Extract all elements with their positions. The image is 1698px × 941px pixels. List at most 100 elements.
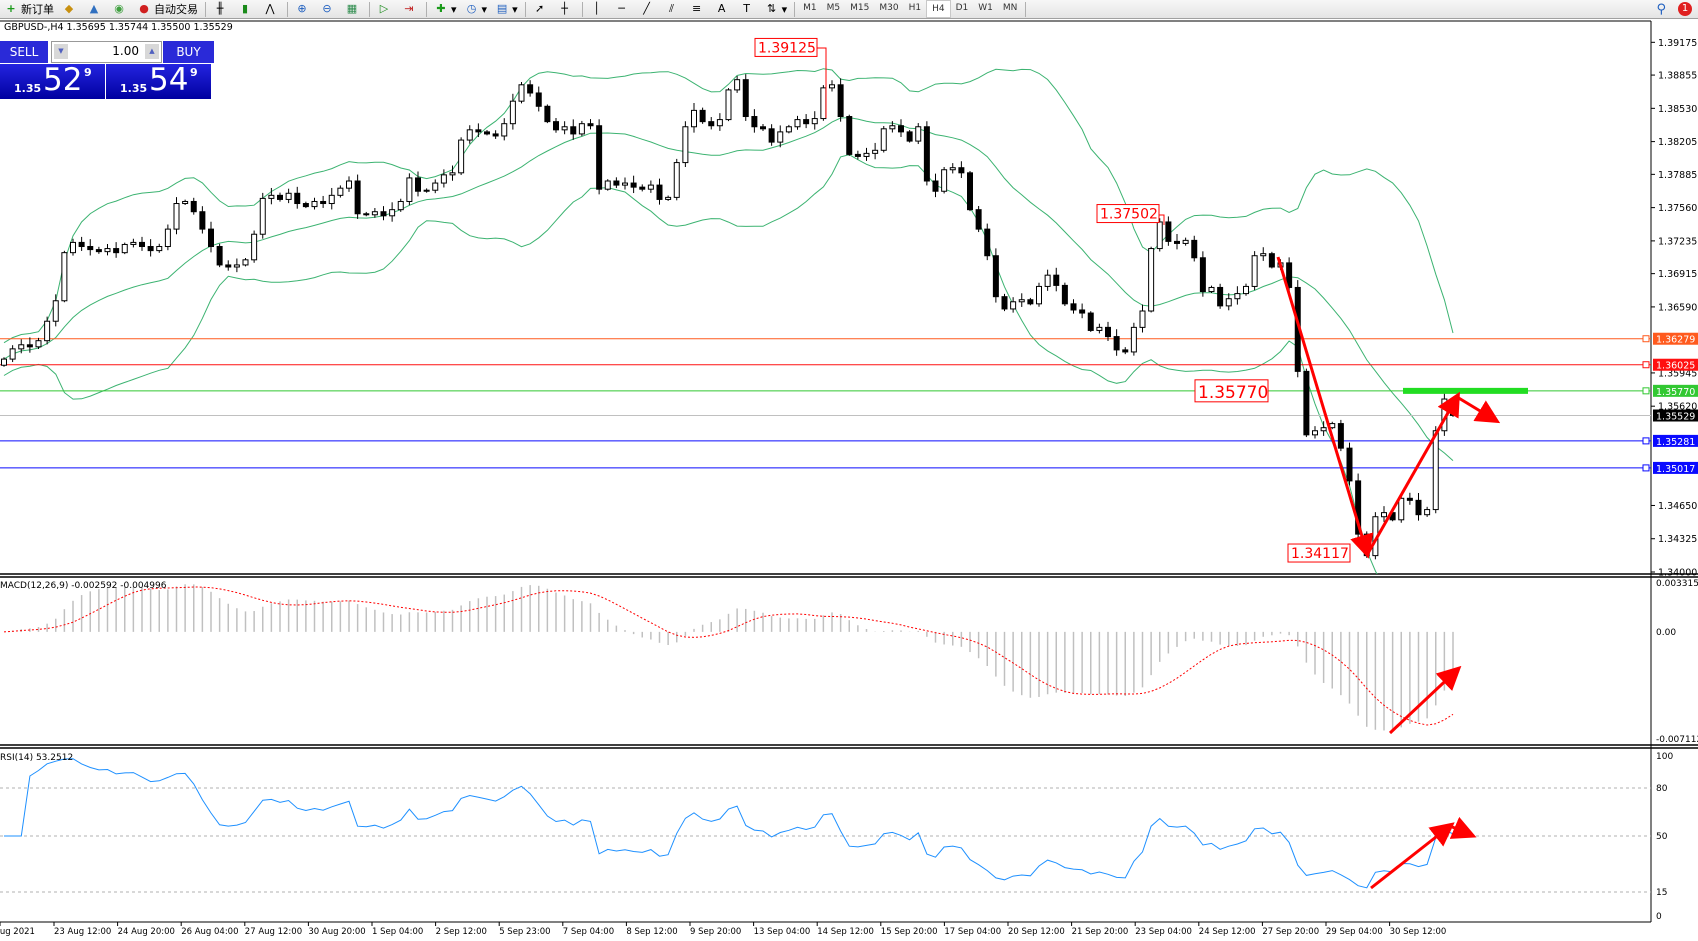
timeframe-m30[interactable]: M30: [879, 3, 899, 13]
lot-size-input[interactable]: 1.00: [112, 44, 139, 58]
candle-body: [354, 180, 361, 215]
candle-chart-button[interactable]: ▮: [234, 0, 259, 18]
candle-body: [768, 128, 775, 143]
search-icon[interactable]: ⚲: [1656, 1, 1666, 17]
tile-windows-button[interactable]: ▦: [341, 0, 366, 18]
text-tool[interactable]: A: [711, 0, 736, 18]
timeframe-h4[interactable]: H4: [926, 0, 951, 18]
candle-body: [992, 255, 999, 298]
sell-button[interactable]: SELL: [0, 41, 48, 63]
candle: [1053, 267, 1060, 292]
price-axis-label: 1.38205: [1658, 137, 1697, 148]
chart-shift-button[interactable]: ▷: [373, 0, 398, 18]
price-tag: [1653, 332, 1698, 345]
line-chart-button[interactable]: ⋀: [259, 0, 284, 18]
candle-body: [147, 246, 154, 252]
notification-badge[interactable]: 1: [1678, 2, 1692, 16]
bid-price-button[interactable]: 1.35 52 9: [0, 62, 105, 99]
candle-body: [1010, 301, 1017, 310]
candle-body: [190, 200, 197, 213]
candle: [1036, 282, 1042, 307]
timeframe-w1[interactable]: W1: [978, 3, 993, 13]
fibonacci-tool[interactable]: ≡: [686, 0, 711, 18]
indicators-button[interactable]: ✚ ▾: [430, 0, 461, 18]
price-label: 1.37502: [1100, 207, 1158, 223]
candle: [734, 75, 741, 93]
toolbar-divider: [581, 1, 583, 17]
toolbar-divider: [205, 1, 206, 17]
metaeditor-button[interactable]: ◆: [58, 0, 83, 18]
zoom-in-button[interactable]: ⊕: [291, 0, 316, 18]
candle-body: [501, 123, 508, 137]
toolbar: + 新订单 ◆ ▲ ◉ ● 自动交易 ╫ ▮ ⋀ ⊕ ⊖ ▦ ▷ ⇥ ✚ ▾ ◷ ▾ ▤…: [0, 0, 1698, 19]
timeframe-m1[interactable]: M1: [803, 3, 817, 13]
time-axis-label: 29 Sep 04:00: [1326, 927, 1383, 937]
timeframe-mn[interactable]: MN: [1002, 3, 1018, 13]
vertical-line-tool[interactable]: │: [586, 0, 611, 18]
ask-price-button[interactable]: 1.35 54 9: [106, 62, 211, 99]
candle: [992, 248, 999, 303]
templates-button[interactable]: ▤ ▾: [496, 2, 518, 16]
toolbar-divider: [794, 1, 796, 17]
price-label-box: [1194, 379, 1269, 403]
candle-body: [647, 184, 654, 190]
candle-body: [604, 180, 611, 190]
horizontal-line-tool[interactable]: ─: [611, 0, 636, 18]
timeframe-m15[interactable]: M15: [850, 3, 870, 13]
lot-size-stepper[interactable]: ▼ 1.00 ▲: [51, 41, 162, 63]
lot-decrease-icon[interactable]: ▼: [54, 44, 68, 59]
lot-increase-icon[interactable]: ▲: [145, 44, 159, 59]
price-axis-label: 1.35620: [1658, 402, 1697, 413]
candle: [1027, 297, 1034, 306]
candle: [1268, 251, 1275, 269]
signal-icon: ◉: [114, 2, 124, 15]
candle-body: [1053, 274, 1060, 286]
candle-body: [1415, 499, 1422, 516]
candle: [1174, 234, 1180, 250]
candle: [570, 119, 577, 140]
candle: [113, 242, 120, 258]
candle: [777, 125, 784, 148]
bar-chart-button[interactable]: ╫: [209, 0, 234, 18]
timeframe-m5[interactable]: M5: [826, 3, 841, 13]
candle: [294, 186, 301, 209]
candle: [1122, 347, 1129, 355]
candle-body: [518, 84, 525, 102]
crosshair-tool[interactable]: ┼: [554, 0, 579, 18]
zoom-out-button[interactable]: ⊖: [316, 0, 341, 18]
signals-button[interactable]: ◉: [108, 0, 133, 18]
candle-body: [1096, 326, 1103, 331]
candle-body: [1139, 310, 1146, 328]
candle: [35, 337, 42, 350]
candle: [1346, 442, 1353, 486]
channel-tool[interactable]: ⫽: [661, 0, 686, 18]
candle-body: [397, 200, 404, 211]
autoscroll-button[interactable]: ⇥: [398, 0, 423, 18]
trendline-tool[interactable]: ╱: [636, 0, 661, 18]
bid-prefix: 1.35: [14, 82, 42, 95]
arrows-tool[interactable]: ⇅ ▾: [761, 0, 792, 18]
new-order-button[interactable]: + 新订单: [0, 0, 58, 18]
candle: [147, 239, 154, 257]
timeframe-d1[interactable]: D1: [955, 3, 969, 13]
text-label-tool[interactable]: T: [736, 0, 761, 18]
candle: [18, 339, 25, 354]
market-watch-button[interactable]: ▲: [83, 0, 108, 18]
candlestick-icon: ▮: [241, 2, 249, 15]
candle: [1165, 216, 1172, 246]
candle: [363, 211, 370, 217]
ask-pips: 54: [149, 62, 189, 98]
timeframe-h1[interactable]: H1: [908, 3, 922, 13]
periods-button[interactable]: ◷ ▾: [461, 0, 492, 18]
cursor-tool[interactable]: ➚: [529, 0, 554, 18]
candle: [673, 158, 680, 201]
candle: [1018, 293, 1025, 307]
macd-axis-label: 0.003315: [1656, 579, 1698, 589]
candle-body: [639, 186, 646, 190]
auto-trading-button[interactable]: ● 自动交易: [133, 0, 202, 18]
candle: [578, 120, 585, 137]
buy-button[interactable]: BUY: [163, 41, 214, 63]
candle: [95, 246, 102, 254]
candle-body: [1320, 427, 1327, 432]
